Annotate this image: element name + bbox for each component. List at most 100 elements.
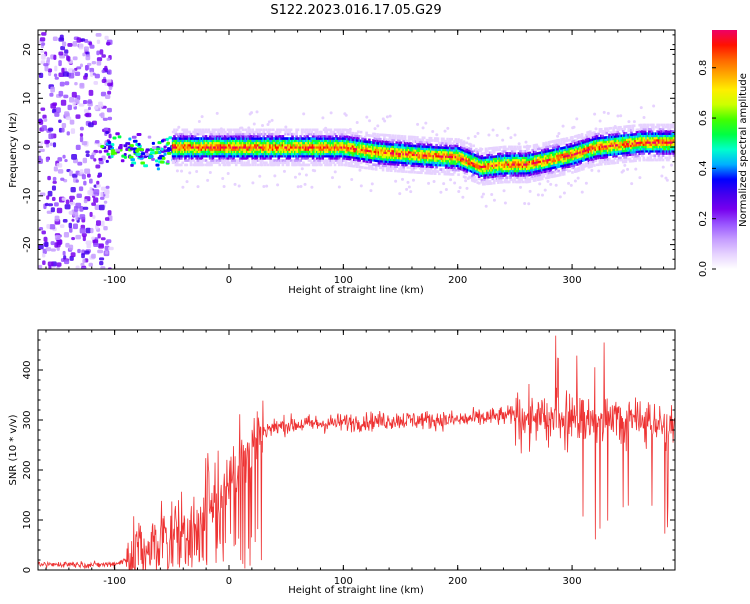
heatmap-cell xyxy=(443,150,447,154)
heatmap-cell xyxy=(477,177,481,181)
heatmap-cell xyxy=(599,141,603,144)
heatmap-cell xyxy=(236,154,239,158)
heatmap-cell xyxy=(475,163,478,166)
heatmap-cell xyxy=(94,204,101,210)
heatmap-cell xyxy=(317,148,320,151)
heatmap-cells xyxy=(38,32,675,269)
heatmap-cell xyxy=(388,158,392,161)
heatmap-cell xyxy=(453,153,456,157)
heatmap-cell xyxy=(439,190,443,194)
heatmap-cell xyxy=(396,152,400,155)
heatmap-cell xyxy=(175,157,179,160)
heatmap-cell xyxy=(556,134,560,138)
heatmap-cell xyxy=(289,159,293,162)
heatmap-cell xyxy=(593,135,596,139)
heatmap-cell xyxy=(477,173,481,176)
heatmap-cell xyxy=(514,163,518,166)
heatmap-cell xyxy=(177,163,180,167)
heatmap-cell xyxy=(458,186,462,190)
heatmap-cell xyxy=(558,160,562,164)
heatmap-cell xyxy=(540,162,544,165)
heatmap-cell xyxy=(228,152,231,156)
heatmap-cell xyxy=(536,171,540,175)
heatmap-cell xyxy=(590,165,593,168)
heatmap-cell xyxy=(499,159,503,162)
heatmap-cell xyxy=(184,135,187,138)
heatmap-cell xyxy=(351,134,355,137)
heatmap-cell xyxy=(442,182,446,186)
heatmap-cell xyxy=(521,163,525,166)
heatmap-cell xyxy=(277,150,281,154)
heatmap-cell xyxy=(591,151,595,155)
heatmap-cell xyxy=(480,156,484,160)
heatmap-cell xyxy=(336,148,340,151)
heatmap-cell xyxy=(468,151,471,155)
heatmap-cell xyxy=(350,149,353,152)
heatmap-cell xyxy=(399,167,403,171)
heatmap-cell xyxy=(470,163,474,167)
heatmap-cell xyxy=(513,145,517,149)
heatmap-cell xyxy=(406,155,410,158)
heatmap-cell xyxy=(405,139,408,143)
heatmap-cell xyxy=(346,157,349,161)
heatmap-cell xyxy=(363,138,367,141)
heatmap-cell xyxy=(225,143,228,147)
heatmap-cell xyxy=(519,178,522,182)
heatmap-cell xyxy=(282,146,286,149)
heatmap-cell xyxy=(278,154,282,158)
heatmap-cell xyxy=(266,137,270,140)
heatmap-cell xyxy=(244,135,248,138)
heatmap-cell xyxy=(175,152,179,156)
heatmap-cell xyxy=(207,137,211,140)
heatmap-cell xyxy=(488,160,492,163)
heatmap-cell xyxy=(321,143,324,147)
heatmap-cell xyxy=(87,106,92,111)
heatmap-cell xyxy=(565,156,569,160)
heatmap-cell xyxy=(597,132,600,136)
heatmap-cell xyxy=(591,147,595,150)
heatmap-cell xyxy=(501,156,504,160)
heatmap-cell xyxy=(447,140,451,143)
heatmap-cell xyxy=(204,137,208,140)
heatmap-cell xyxy=(285,132,289,136)
heatmap-cell xyxy=(271,161,275,165)
heatmap-cell xyxy=(580,152,584,156)
heatmap-cell xyxy=(171,157,175,160)
heatmap-cell xyxy=(215,159,219,162)
heatmap-cell xyxy=(454,149,458,152)
heatmap-cell xyxy=(284,141,287,145)
heatmap-cell xyxy=(276,132,279,136)
heatmap-cell xyxy=(250,154,253,158)
heatmap-cell xyxy=(435,170,438,173)
heatmap-cell xyxy=(244,128,248,132)
heatmap-cell xyxy=(284,146,287,149)
heatmap-cell xyxy=(239,159,242,162)
heatmap-cell xyxy=(199,143,202,147)
heatmap-cell xyxy=(82,157,88,164)
heatmap-cell xyxy=(424,171,427,175)
heatmap-cell xyxy=(259,141,263,145)
heatmap-cell xyxy=(189,152,193,156)
heatmap-cell xyxy=(484,158,488,162)
heatmap-cell xyxy=(314,163,318,167)
heatmap-cell xyxy=(564,152,567,156)
heatmap-cell xyxy=(193,154,197,158)
heatmap-cell xyxy=(370,152,374,155)
heatmap-cell xyxy=(204,152,208,156)
heatmap-cell xyxy=(519,145,522,149)
heatmap-cell xyxy=(340,143,344,147)
heatmap-cell xyxy=(355,132,359,136)
heatmap-cell xyxy=(207,152,211,156)
heatmap-cell xyxy=(383,138,386,141)
heatmap-cell xyxy=(56,247,60,251)
heatmap-cell xyxy=(573,135,577,138)
heatmap-cell xyxy=(251,159,255,162)
heatmap-cell xyxy=(232,150,235,154)
heatmap-cell xyxy=(255,154,259,158)
heatmap-cell xyxy=(593,133,596,137)
heatmap-cell xyxy=(67,43,73,47)
heatmap-cell xyxy=(582,136,585,140)
heatmap-cell xyxy=(527,151,530,155)
heatmap-cell xyxy=(561,168,565,172)
heatmap-cell xyxy=(373,148,377,151)
